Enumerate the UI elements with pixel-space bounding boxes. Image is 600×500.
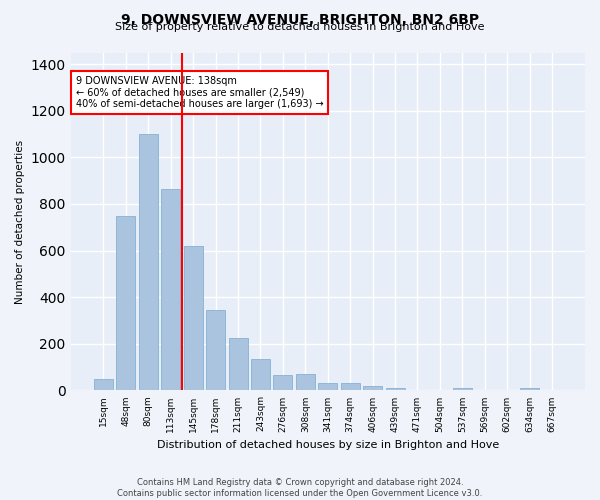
Bar <box>318 384 337 390</box>
Bar <box>520 388 539 390</box>
Bar <box>386 388 404 390</box>
X-axis label: Distribution of detached houses by size in Brighton and Hove: Distribution of detached houses by size … <box>157 440 499 450</box>
Bar <box>363 386 382 390</box>
Bar <box>161 189 180 390</box>
Bar <box>274 376 292 390</box>
Bar <box>453 388 472 390</box>
Text: 9 DOWNSVIEW AVENUE: 138sqm
← 60% of detached houses are smaller (2,549)
40% of s: 9 DOWNSVIEW AVENUE: 138sqm ← 60% of deta… <box>76 76 323 110</box>
Text: Size of property relative to detached houses in Brighton and Hove: Size of property relative to detached ho… <box>115 22 485 32</box>
Bar <box>341 384 360 390</box>
Bar <box>116 216 136 390</box>
Bar <box>206 310 225 390</box>
Bar <box>251 359 270 390</box>
Y-axis label: Number of detached properties: Number of detached properties <box>15 140 25 304</box>
Bar <box>296 374 315 390</box>
Bar <box>94 379 113 390</box>
Bar <box>184 246 203 390</box>
Text: Contains HM Land Registry data © Crown copyright and database right 2024.
Contai: Contains HM Land Registry data © Crown c… <box>118 478 482 498</box>
Bar <box>229 338 248 390</box>
Text: 9, DOWNSVIEW AVENUE, BRIGHTON, BN2 6BP: 9, DOWNSVIEW AVENUE, BRIGHTON, BN2 6BP <box>121 12 479 26</box>
Bar <box>139 134 158 390</box>
